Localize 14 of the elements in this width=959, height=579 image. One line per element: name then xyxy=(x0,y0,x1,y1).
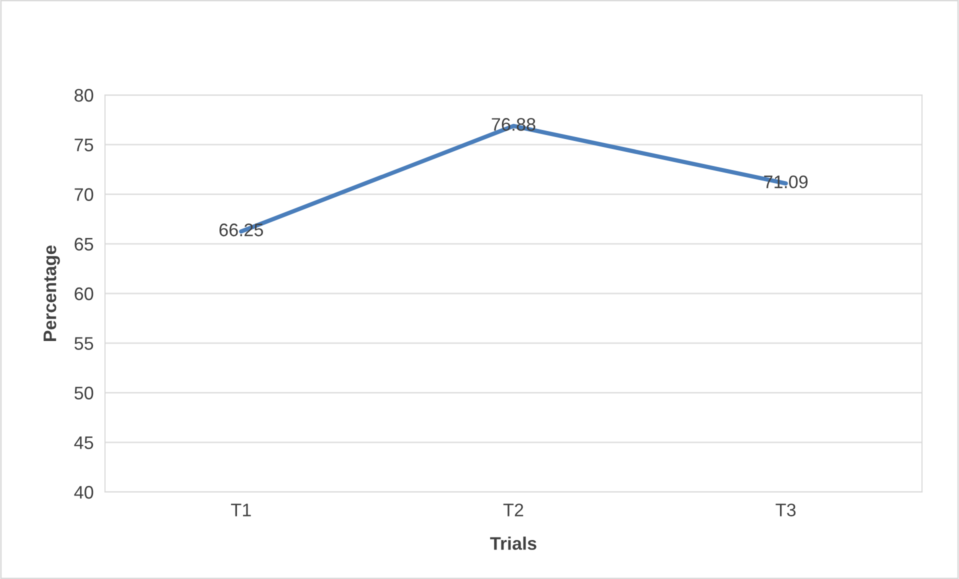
x-tick-label: T1 xyxy=(231,504,251,516)
x-axis-title: Trials xyxy=(490,536,536,550)
y-tick-label: 60 xyxy=(74,287,94,300)
y-tick-label: 50 xyxy=(74,386,94,400)
y-tick-label: 45 xyxy=(74,436,94,450)
y-tick-label: 65 xyxy=(74,238,94,251)
x-tick-label: T2 xyxy=(503,504,524,516)
y-tick-label: 40 xyxy=(74,486,94,499)
y-tick-label: 70 xyxy=(74,188,94,201)
y-tick-label: 55 xyxy=(74,337,94,350)
x-tick-label: T3 xyxy=(776,504,796,516)
y-tick-label: 80 xyxy=(74,88,94,102)
y-axis-title: Percentage xyxy=(44,245,60,341)
y-tick-label: 75 xyxy=(74,138,94,152)
